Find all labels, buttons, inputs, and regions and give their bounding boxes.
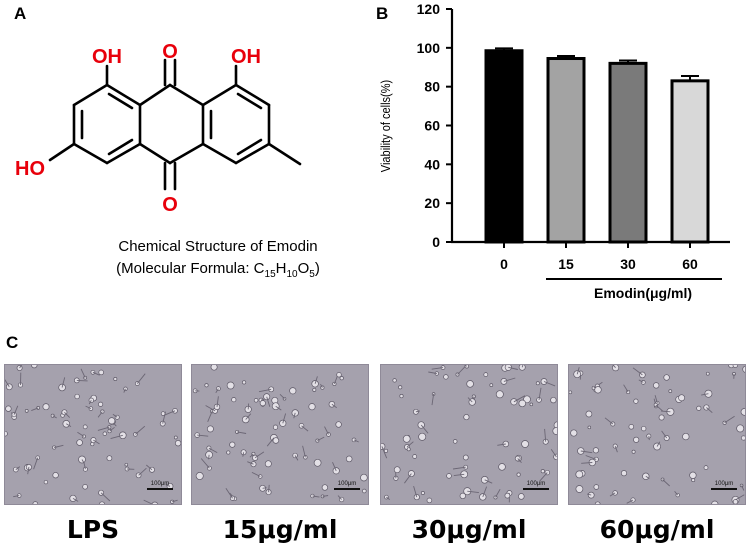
y-tick-label: 20 bbox=[424, 195, 440, 211]
formula-sub-15: 15 bbox=[264, 269, 276, 280]
y-tick-label: 60 bbox=[424, 118, 440, 134]
formula-suffix: ) bbox=[314, 260, 320, 277]
panel-label-a: A bbox=[14, 4, 27, 23]
y-tick-label: 0 bbox=[432, 234, 440, 250]
bar bbox=[670, 79, 710, 244]
scale-bar-label: 100μm bbox=[714, 481, 734, 487]
bar bbox=[608, 61, 648, 244]
micrograph-image: 100μm bbox=[4, 364, 182, 505]
cell-texture bbox=[192, 365, 368, 503]
hydroxyl-label-left: OH bbox=[92, 46, 122, 68]
bar bbox=[546, 57, 586, 244]
x-axis-label: Emodin(μg/ml) bbox=[594, 285, 692, 301]
scale-bar: 100μm bbox=[711, 481, 737, 490]
y-tick-label: 120 bbox=[417, 1, 441, 17]
cell-texture bbox=[5, 365, 181, 504]
micrograph-label: 30μg/ml bbox=[411, 515, 527, 544]
y-axis-label: Viability of cells(%) bbox=[378, 80, 393, 172]
bar bbox=[484, 49, 524, 244]
hydroxyl-label-bottom-left: HO bbox=[15, 158, 45, 180]
x-tick-label: 0 bbox=[500, 256, 508, 272]
scale-bar-label: 100μm bbox=[150, 481, 170, 487]
formula-o: O bbox=[297, 260, 310, 277]
scale-bar: 100μm bbox=[147, 481, 173, 490]
formula-h: H bbox=[275, 260, 287, 277]
micrograph-label: 15μg/ml bbox=[222, 515, 338, 544]
micrograph-image: 100μm bbox=[191, 364, 369, 505]
panel-label-b: B bbox=[376, 4, 389, 23]
viability-bar-chart: 0 20 40 60 80 100 120 0 15 30 60 Viability of cell… bbox=[378, 1, 730, 301]
cell-texture bbox=[569, 365, 745, 504]
scale-bar-line bbox=[334, 488, 360, 490]
scale-bar-line bbox=[523, 488, 549, 490]
hydroxyl-label-right: OH bbox=[231, 46, 261, 68]
scale-bar: 100μm bbox=[334, 481, 360, 490]
y-tick-label: 80 bbox=[424, 79, 440, 95]
caption-line-1: Chemical Structure of Emodin bbox=[118, 238, 318, 255]
carbonyl-oxygen-bottom: O bbox=[162, 194, 178, 216]
emodin-structure-diagram: OH OH O O HO bbox=[15, 41, 302, 216]
scale-bar-line bbox=[711, 488, 737, 490]
cell-texture bbox=[381, 365, 557, 504]
micrograph-image: 100μm bbox=[380, 364, 558, 505]
x-tick-label: 30 bbox=[620, 256, 636, 272]
formula-prefix: (Molecular Formula: C bbox=[116, 260, 265, 277]
carbonyl-oxygen-top: O bbox=[162, 41, 178, 63]
y-tick-label: 40 bbox=[424, 156, 440, 172]
y-tick-label: 100 bbox=[417, 40, 441, 56]
x-tick-label: 60 bbox=[682, 256, 698, 272]
micrograph-label: 60μg/ml bbox=[599, 515, 715, 544]
formula-sub-10: 10 bbox=[286, 269, 298, 280]
scale-bar-line bbox=[147, 488, 173, 490]
x-tick-label: 15 bbox=[558, 256, 574, 272]
caption-line-2: (Molecular Formula: C15H10O5) bbox=[116, 258, 320, 285]
panel-label-c: C bbox=[6, 333, 19, 352]
scale-bar-label: 100μm bbox=[337, 481, 357, 487]
scale-bar-label: 100μm bbox=[526, 481, 546, 487]
scale-bar: 100μm bbox=[523, 481, 549, 490]
micrograph-image: 100μm bbox=[568, 364, 746, 505]
formula-sub-5: 5 bbox=[309, 269, 315, 280]
micrograph-label: LPS bbox=[66, 515, 120, 544]
